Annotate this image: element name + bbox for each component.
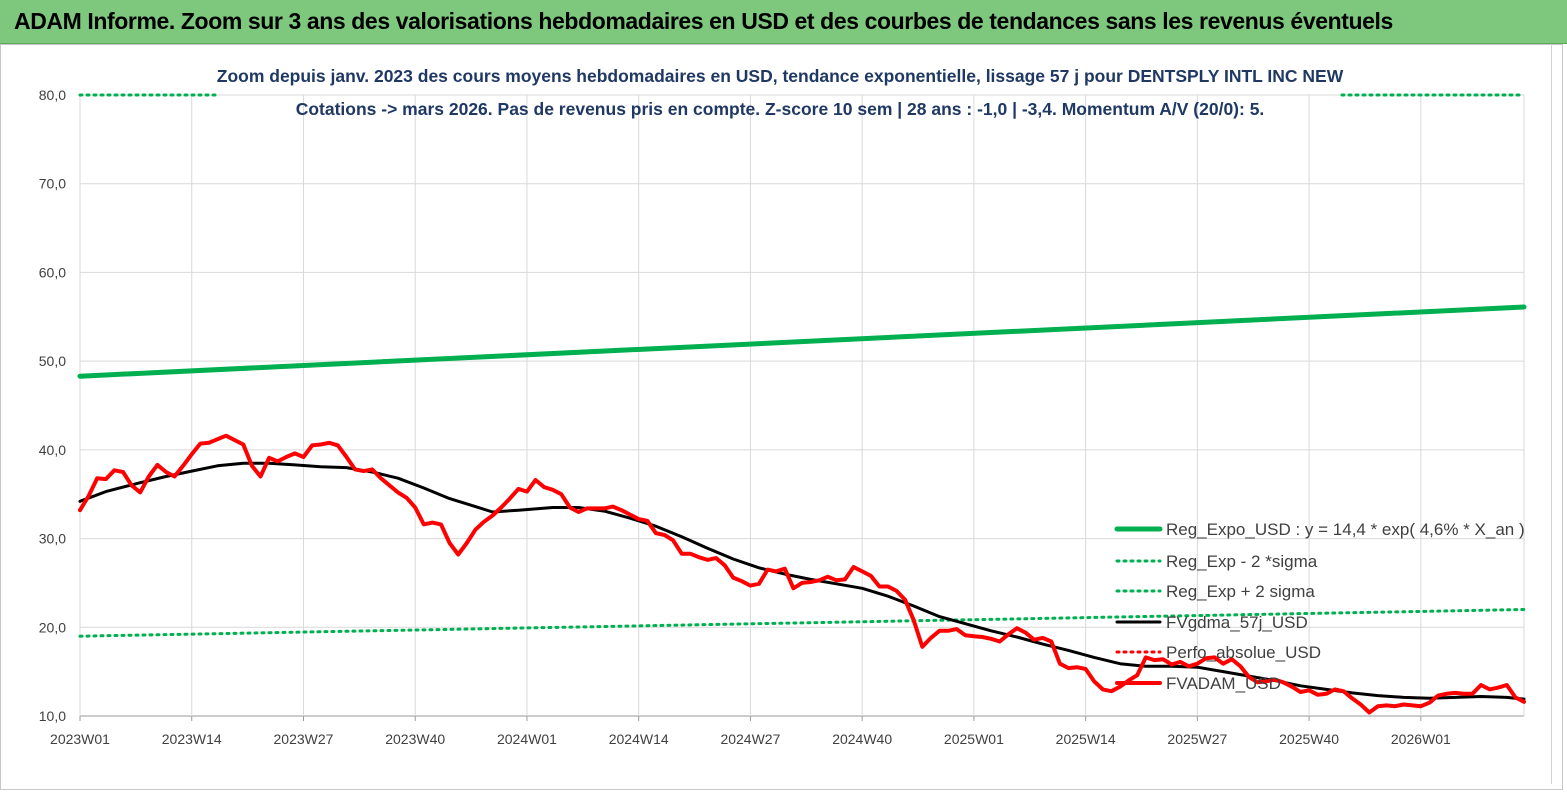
legend-label: FVgdma_57j_USD (1166, 613, 1308, 632)
x-tick-label: 2023W40 (385, 731, 445, 747)
y-tick-label: 80,0 (39, 87, 66, 103)
y-tick-label: 50,0 (39, 353, 66, 369)
chart-title: Zoom depuis janv. 2023 des cours moyens … (217, 66, 1344, 86)
y-tick-label: 60,0 (39, 264, 66, 280)
x-tick-label: 2024W27 (720, 731, 780, 747)
x-axis-ticks: 2023W01 2023W14 2023W27 2023W40 2024W01 2024W… (50, 731, 1451, 747)
x-tick-label: 2025W40 (1279, 731, 1339, 747)
report-banner: ADAM Informe. Zoom sur 3 ans des valoris… (0, 0, 1567, 44)
chart-legend: Reg_Expo_USD : y = 14,4 * exp( 4,6% * X_… (1114, 520, 1525, 693)
x-tick-label: 2023W14 (162, 731, 222, 747)
series-line-fvadam-usd (78, 433, 1526, 715)
x-tick-label: 2024W01 (497, 731, 557, 747)
x-tick-label: 2024W40 (832, 731, 892, 747)
y-tick-label: 20,0 (39, 619, 66, 635)
legend-label: Perfo_absolue_USD (1166, 643, 1321, 662)
x-tick-label: 2025W01 (944, 731, 1004, 747)
gridlines (79, 94, 1525, 721)
chart-subtitle: Cotations -> mars 2026. Pas de revenus p… (296, 99, 1265, 119)
legend-label: FVADAM_USD (1166, 674, 1281, 693)
legend-label: Reg_Exp + 2 sigma (1166, 582, 1315, 601)
report-title: ADAM Informe. Zoom sur 3 ans des valoris… (14, 8, 1393, 34)
x-tick-label: 2024W14 (609, 731, 669, 747)
chart-right-border (1551, 44, 1552, 784)
legend-label: Reg_Exp - 2 *sigma (1166, 552, 1318, 571)
series-lines (77, 93, 1527, 715)
legend-label: Reg_Expo_USD : y = 14,4 * exp( 4,6% * X_… (1166, 520, 1525, 539)
y-tick-label: 70,0 (39, 176, 66, 192)
series-line-fvgdma-57j-usd (78, 461, 1526, 701)
y-tick-label: 30,0 (39, 531, 66, 547)
x-tick-label: 2025W27 (1167, 731, 1227, 747)
y-axis-ticks: 80,0 70,0 60,0 50,0 40,0 30,0 20,0 10,0 (39, 87, 66, 724)
x-tick-label: 2023W27 (274, 731, 334, 747)
y-tick-label: 40,0 (39, 442, 66, 458)
chart-frame (0, 44, 1563, 790)
y-tick-label: 10,0 (39, 708, 66, 724)
x-tick-label: 2026W01 (1391, 731, 1451, 747)
x-tick-label: 2023W01 (50, 731, 110, 747)
series-line-reg-exp-2-sigma (78, 608, 1526, 638)
series-line-reg-expo-usd-y-14-4-exp-4-6-x- (77, 304, 1527, 379)
x-tick-label: 2025W14 (1056, 731, 1116, 747)
